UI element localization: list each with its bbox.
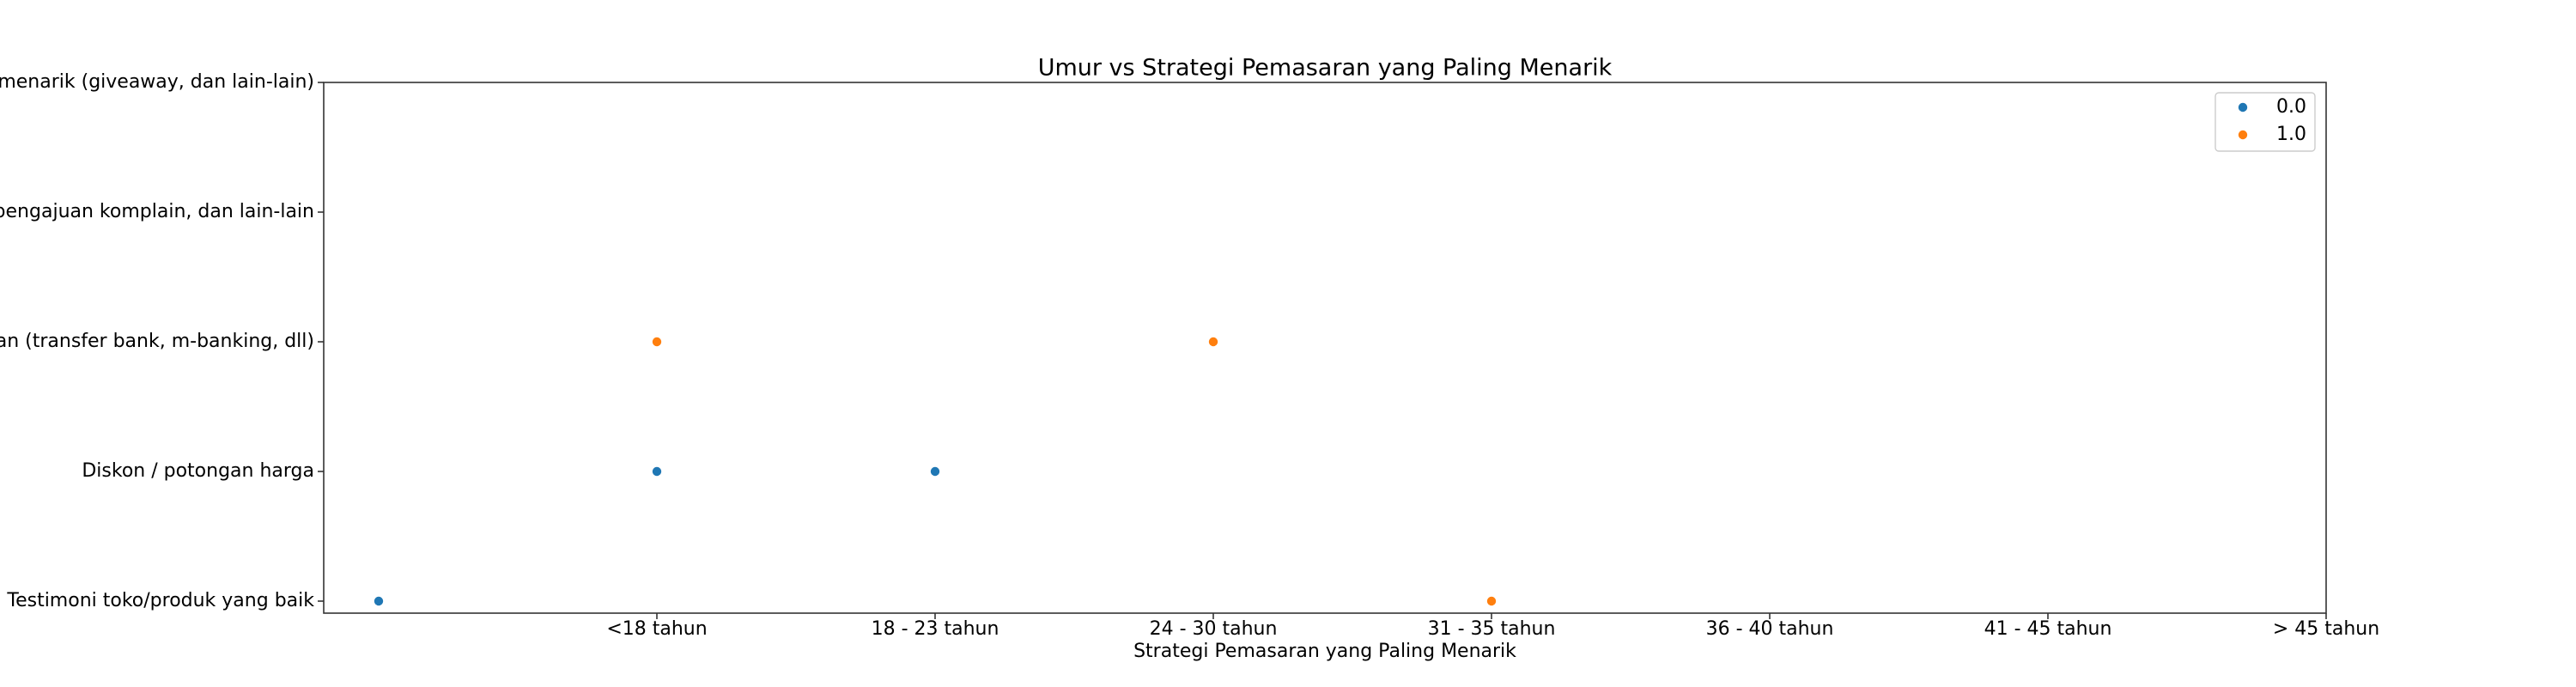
x-tick-label: 18 - 23 tahun (872, 618, 999, 640)
y-tick-label: Promosi yang menarik (giveaway, dan lain… (0, 71, 314, 93)
data-point-0-0 (652, 466, 662, 477)
y-tick-label: Kemudahan dalam pembayaran (transfer ban… (0, 331, 314, 352)
legend: 0.01.0 (2215, 92, 2316, 152)
data-point-0-0 (930, 466, 940, 477)
x-tick-label: 31 - 35 tahun (1428, 618, 1556, 640)
x-tick-label: 24 - 30 tahun (1150, 618, 1278, 640)
chart-title: Umur vs Strategi Pemasaran yang Paling M… (1038, 55, 1613, 82)
legend-marker-1-0 (2238, 130, 2248, 140)
y-tick-label: Diskon / potongan harga (82, 460, 314, 482)
legend-label: 1.0 (2276, 124, 2306, 145)
x-tick-label: > 45 tahun (2273, 618, 2379, 640)
legend-label: 0.0 (2276, 96, 2306, 118)
y-tick-label: Pelayanan yang responsif, pengajuan komp… (0, 201, 314, 222)
data-point-0-0 (374, 596, 384, 606)
y-tick-label: Testimoni toko/produk yang baik (6, 590, 314, 611)
data-point-1-0 (1486, 596, 1497, 606)
legend-marker-0-0 (2238, 102, 2248, 112)
plot-area: <18 tahun 18 - 23 tahun 24 - 30 tahun 31 - … (0, 71, 2379, 640)
x-tick-label: <18 tahun (606, 618, 707, 640)
x-axis-label: Strategi Pemasaran yang Paling Menarik (1133, 641, 1516, 662)
x-tick-label: 41 - 45 tahun (1984, 618, 2112, 640)
data-point-1-0 (652, 337, 662, 347)
plot-frame (323, 82, 2327, 614)
x-tick-label: 36 - 40 tahun (1706, 618, 1834, 640)
data-point-1-0 (1208, 337, 1218, 347)
